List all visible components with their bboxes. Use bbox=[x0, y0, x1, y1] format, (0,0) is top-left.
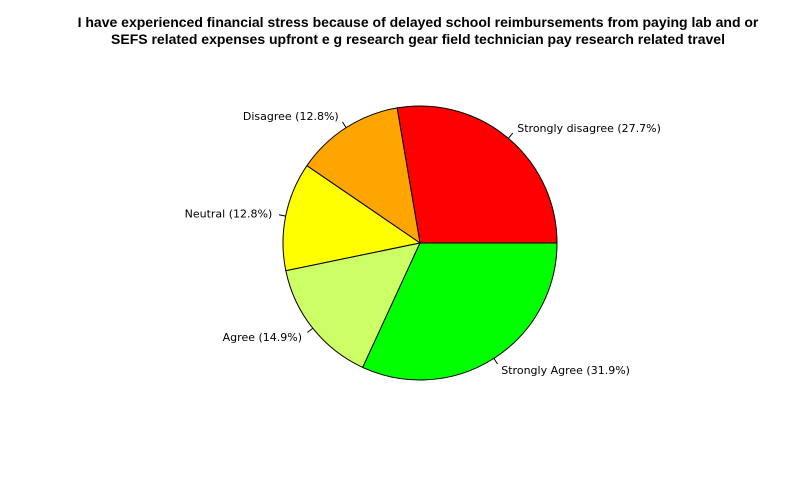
label-leader-1 bbox=[341, 121, 347, 128]
chart-title-line-2: SEFS related expenses upfront e g resear… bbox=[111, 31, 725, 47]
slice-label-4: Strongly Agree (31.9%) bbox=[501, 364, 630, 377]
slice-label-0: Strongly disagree (27.7%) bbox=[517, 122, 661, 135]
pie-slice-1 bbox=[306, 107, 421, 245]
slice-label-1: Disagree (12.8%) bbox=[243, 110, 339, 123]
slice-label-2: Neutral (12.8%) bbox=[185, 207, 273, 220]
label-leader-3 bbox=[307, 327, 314, 333]
label-leader-0 bbox=[508, 132, 514, 139]
pie-labels: Strongly disagree (27.7%) Disagree (12.8%… bbox=[185, 110, 661, 377]
pie-slice-2 bbox=[282, 165, 422, 272]
pie-slice-0 bbox=[396, 105, 558, 244]
label-leader-2 bbox=[278, 214, 286, 217]
label-leader-4 bbox=[493, 358, 499, 365]
pie-slice-4 bbox=[362, 242, 558, 381]
pie-slices bbox=[282, 105, 558, 381]
slice-label-3: Agree (14.9%) bbox=[223, 331, 302, 344]
chart-title-line-1: I have experienced financial stress beca… bbox=[78, 14, 759, 30]
